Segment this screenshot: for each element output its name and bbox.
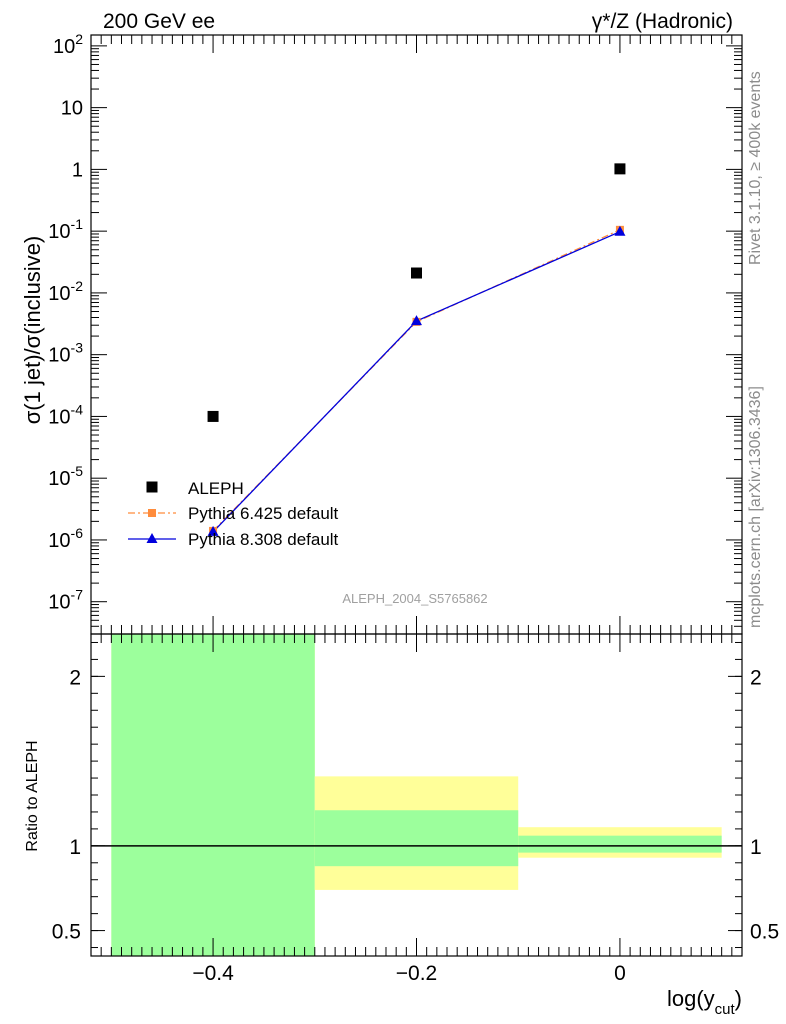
pythia8-point xyxy=(614,225,626,236)
legend-pythia8-label: Pythia 8.308 default xyxy=(188,530,339,549)
x-tick-label: −0.4 xyxy=(192,962,234,985)
x-tick-label: −0.2 xyxy=(396,962,437,985)
ratio-y-tick-label: 0.5 xyxy=(52,921,81,944)
main-series xyxy=(207,163,626,536)
main-y-tick-label: 10-1 xyxy=(48,216,83,243)
ratio-band-inner-2 xyxy=(518,835,722,853)
x-axis-label: log(ycut) xyxy=(667,986,742,1018)
legend-pythia8-marker xyxy=(146,533,158,543)
rivet-version-label: Rivet 3.1.10, ≥ 400k events xyxy=(747,71,764,265)
pythia8-point xyxy=(411,315,422,326)
main-y-axis-label: σ(1 jet)/σ(inclusive) xyxy=(20,236,45,425)
legend-aleph-marker xyxy=(146,481,158,493)
ratio-uncertainty-bands xyxy=(111,634,722,956)
legend: ALEPH Pythia 6.425 default Pythia 8.308 de… xyxy=(128,479,339,549)
ratio-y-tick-label-right: 2 xyxy=(750,666,762,689)
header-left: 200 GeV ee xyxy=(103,10,215,33)
ratio-y-tick-label-right: 1 xyxy=(750,836,762,859)
x-tick-label: 0 xyxy=(614,962,626,985)
main-y-tick-label: 10-3 xyxy=(48,340,83,367)
ratio-band-inner-1 xyxy=(314,810,519,867)
pythia8-point xyxy=(207,525,219,536)
main-y-tick-label: 10-6 xyxy=(48,525,83,552)
main-y-tick-label: 10-5 xyxy=(48,463,83,490)
ratio-y-tick-label: 1 xyxy=(69,836,81,859)
main-y-tick-label: 10 xyxy=(61,98,83,120)
analysis-watermark: ALEPH_2004_S5765862 xyxy=(342,591,487,606)
aleph-point xyxy=(411,267,422,279)
main-y-tick-label: 102 xyxy=(53,31,83,58)
main-y-tick-label: 10-4 xyxy=(48,401,83,428)
ratio-axes: 0.5 0.5 1 1 2 2 −0.4 −0.2 0 xyxy=(52,633,779,985)
legend-pythia6-marker xyxy=(148,509,156,517)
aleph-point xyxy=(207,410,219,422)
main-axes: 10-7 10-6 10-5 10-4 10-3 10-2 10-1 1 10 102 xyxy=(48,31,743,635)
main-frame xyxy=(90,34,743,635)
ratio-y-tick-label: 2 xyxy=(69,666,81,689)
main-y-tick-label: 10-7 xyxy=(48,587,83,614)
ratio-y-tick-label-right: 0.5 xyxy=(750,921,779,944)
legend-aleph-label: ALEPH xyxy=(188,479,244,498)
aleph-point xyxy=(614,163,626,175)
mcplots-label: mcplots.cern.ch [arXiv:1306.3436] xyxy=(747,386,764,628)
main-y-tick-label: 10-2 xyxy=(48,278,83,305)
main-y-tick-label: 1 xyxy=(72,159,83,181)
ratio-y-axis-label: Ratio to ALEPH xyxy=(24,740,41,851)
legend-pythia6-label: Pythia 6.425 default xyxy=(188,504,339,523)
ratio-band-inner-0 xyxy=(111,634,315,956)
header-right: γ*/Z (Hadronic) xyxy=(592,10,733,33)
